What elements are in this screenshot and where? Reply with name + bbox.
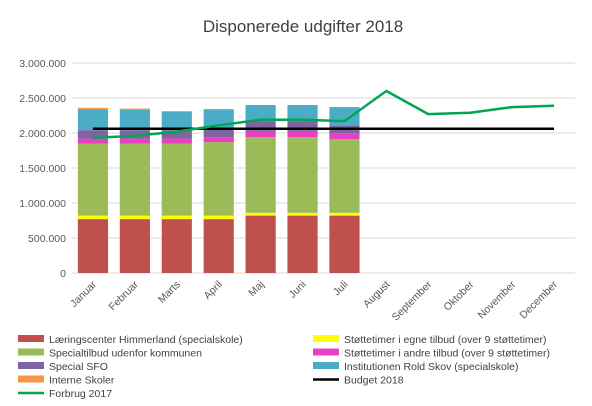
legend-label: Interne Skoler [49, 375, 115, 387]
x-tick-label: Oktober [441, 278, 476, 313]
lines [92, 89, 555, 140]
bar-segment [161, 138, 192, 144]
bar-segment [161, 111, 192, 131]
bar-segment [77, 138, 109, 144]
bar-segment [77, 219, 109, 273]
legend: Læringscenter Himmerland (specialskole) S… [18, 334, 550, 400]
bar-segment [245, 105, 276, 122]
bar-segment [203, 137, 234, 143]
legend-label: Forbrug 2017 [49, 388, 112, 400]
bar-segment [77, 130, 109, 139]
bar-segment [245, 130, 276, 138]
legend-label: Støttetimer i andre tilbud (over 9 støtt… [344, 348, 550, 360]
bar-segment [119, 109, 150, 131]
bar-segment [287, 212, 318, 216]
bar-segment [287, 121, 318, 131]
x-tick-label: December [517, 278, 560, 321]
bar-segment [287, 105, 318, 122]
y-tick-label: 500.000 [28, 233, 66, 245]
bar-segment [203, 215, 234, 220]
x-tick-label: April [201, 279, 224, 302]
legend-label: Læringscenter Himmerland (specialskole) [49, 334, 243, 346]
bar-segment [161, 130, 192, 139]
y-tick-label: 0 [60, 268, 66, 280]
bar-segment [329, 107, 360, 126]
y-tick-label: 2.500.000 [19, 93, 66, 105]
series-line [92, 89, 555, 140]
legend-label: Budget 2018 [344, 375, 404, 387]
x-tick-label: Maj [246, 279, 266, 299]
y-tick-label: 3.000.000 [19, 58, 66, 70]
x-tick-label: November [476, 278, 519, 321]
bar-segment [119, 143, 150, 216]
x-tick-label: Marts [156, 279, 183, 306]
bar-segment [119, 219, 150, 273]
bar-segment [203, 142, 234, 216]
x-tick-label: Juni [287, 279, 309, 301]
bar-segment [161, 215, 192, 220]
legend-swatch [313, 348, 339, 356]
bar-segment [77, 143, 109, 216]
chart-title: Disponerede udgifter 2018 [203, 17, 403, 36]
bar-segment [119, 138, 150, 144]
x-tick-label: August [361, 279, 393, 311]
legend-label: Special SFO [49, 361, 108, 373]
y-tick-label: 2.000.000 [19, 128, 66, 140]
bar-segment [77, 107, 109, 110]
bar-segment [203, 219, 234, 273]
x-axis-ticks: Januar Februar Marts April Maj Juni Juli August… [68, 278, 561, 323]
bar-segment [77, 109, 109, 131]
x-tick-label: Februar [107, 278, 142, 313]
bar-segment [329, 212, 360, 216]
bar-segment [287, 130, 318, 138]
legend-label: Specialtilbud udenfor kommunen [49, 348, 202, 360]
bar-segment [329, 215, 360, 273]
bar-segment [245, 212, 276, 216]
bar-segment [329, 139, 360, 213]
bar-segment [245, 137, 276, 213]
bar-segment [119, 215, 150, 220]
y-tick-label: 1.000.000 [19, 198, 66, 210]
y-axis-ticks: 0 500.000 1.000.000 1.500.000 2.000.000 2.500… [19, 58, 66, 280]
legend-swatch [313, 362, 339, 369]
legend-swatch [313, 335, 339, 342]
bar-segment [161, 143, 192, 216]
legend-swatch [18, 362, 44, 369]
x-tick-label: Juli [331, 279, 351, 299]
legend-swatch [18, 348, 44, 356]
bar-segment [77, 215, 109, 220]
bar-segment [119, 130, 150, 139]
bar-segment [161, 219, 192, 273]
bar-segment [203, 128, 234, 138]
bar-segment [287, 215, 318, 273]
bars [77, 105, 360, 273]
bar-segment [119, 108, 150, 110]
bar-segment [329, 133, 360, 140]
bar-segment [287, 137, 318, 213]
bar-segment [245, 121, 276, 131]
x-tick-label: Januar [68, 278, 100, 310]
y-tick-label: 1.500.000 [19, 163, 66, 175]
legend-label: Støttetimer i egne tilbud (over 9 støtte… [344, 334, 546, 346]
bar-segment [245, 215, 276, 273]
x-tick-label: September [390, 278, 435, 323]
legend-label: Institutionen Rold Skov (specialskole) [344, 361, 519, 373]
legend-swatch [18, 375, 44, 383]
legend-swatch [18, 335, 44, 342]
